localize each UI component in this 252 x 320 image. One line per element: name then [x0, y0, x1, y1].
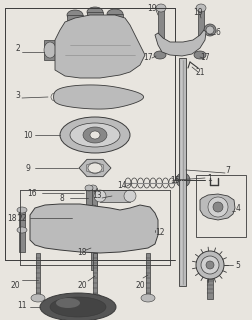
Ellipse shape: [70, 123, 120, 147]
Text: 18: 18: [7, 213, 17, 222]
Ellipse shape: [89, 205, 97, 211]
Text: 15: 15: [170, 175, 180, 185]
Bar: [87, 12, 103, 24]
Polygon shape: [55, 15, 145, 78]
Ellipse shape: [54, 214, 90, 242]
Bar: [67, 15, 83, 27]
Polygon shape: [54, 85, 144, 109]
Ellipse shape: [194, 51, 206, 59]
Bar: [196, 175, 246, 237]
Ellipse shape: [206, 261, 214, 269]
Ellipse shape: [31, 294, 45, 302]
Bar: [36, 253, 40, 298]
Ellipse shape: [70, 90, 120, 104]
Polygon shape: [79, 159, 111, 177]
Text: 17: 17: [200, 52, 210, 61]
Text: 4: 4: [236, 204, 240, 212]
Text: 20: 20: [77, 281, 87, 290]
Bar: [198, 8, 204, 38]
Ellipse shape: [204, 24, 216, 36]
Ellipse shape: [89, 245, 99, 251]
Ellipse shape: [64, 221, 80, 235]
Bar: [44, 40, 56, 60]
Ellipse shape: [88, 294, 102, 302]
Bar: [19, 210, 25, 232]
Ellipse shape: [40, 293, 116, 320]
Ellipse shape: [126, 93, 134, 101]
Bar: [91, 248, 97, 270]
Bar: [19, 230, 25, 252]
Text: 13: 13: [92, 190, 102, 199]
Ellipse shape: [51, 93, 59, 101]
Bar: [86, 188, 92, 206]
Bar: [207, 279, 213, 299]
Ellipse shape: [213, 202, 223, 212]
Text: 16: 16: [27, 188, 37, 197]
Ellipse shape: [44, 42, 56, 58]
Ellipse shape: [124, 190, 136, 202]
Bar: [179, 58, 186, 286]
Ellipse shape: [107, 9, 123, 19]
Ellipse shape: [141, 294, 155, 302]
Ellipse shape: [60, 117, 130, 153]
Polygon shape: [30, 204, 158, 253]
Ellipse shape: [196, 4, 206, 12]
Text: 17: 17: [143, 52, 153, 61]
Text: 2: 2: [16, 44, 20, 52]
Text: 3: 3: [16, 91, 20, 100]
Text: 22: 22: [17, 213, 27, 222]
Text: 19: 19: [147, 4, 157, 12]
Polygon shape: [155, 30, 206, 56]
Bar: [107, 14, 123, 26]
Ellipse shape: [83, 127, 107, 143]
Bar: [146, 253, 150, 298]
Ellipse shape: [201, 256, 219, 274]
Ellipse shape: [206, 26, 214, 34]
Ellipse shape: [56, 298, 80, 308]
Text: 11: 11: [17, 301, 27, 310]
Polygon shape: [200, 194, 235, 220]
Bar: [89, 188, 97, 208]
Ellipse shape: [87, 7, 103, 17]
Ellipse shape: [88, 163, 102, 173]
Text: 9: 9: [25, 164, 30, 172]
Ellipse shape: [50, 297, 106, 317]
Ellipse shape: [154, 51, 166, 59]
Ellipse shape: [115, 218, 135, 238]
Bar: [158, 8, 164, 38]
Ellipse shape: [17, 207, 27, 213]
Ellipse shape: [85, 185, 93, 191]
Text: 20: 20: [10, 281, 20, 290]
Ellipse shape: [90, 131, 100, 139]
Ellipse shape: [176, 173, 190, 187]
Bar: [100, 190, 130, 202]
Ellipse shape: [66, 93, 74, 101]
Bar: [72, 215, 112, 223]
Ellipse shape: [107, 212, 143, 244]
Text: 12: 12: [155, 228, 165, 236]
Ellipse shape: [111, 93, 119, 101]
Ellipse shape: [44, 206, 100, 250]
Bar: [93, 253, 97, 298]
Text: 14: 14: [117, 180, 127, 189]
Ellipse shape: [208, 197, 228, 217]
Text: 8: 8: [60, 194, 64, 203]
Text: 10: 10: [23, 131, 33, 140]
Ellipse shape: [17, 227, 27, 233]
Ellipse shape: [94, 190, 106, 202]
Ellipse shape: [156, 4, 166, 12]
Text: 18: 18: [77, 247, 87, 257]
Text: 5: 5: [236, 260, 240, 269]
Ellipse shape: [67, 10, 83, 20]
Text: 20: 20: [135, 281, 145, 290]
Text: 7: 7: [226, 165, 230, 174]
Text: 1: 1: [208, 173, 212, 182]
Text: 19: 19: [193, 7, 203, 17]
Ellipse shape: [196, 251, 224, 279]
Text: 21: 21: [195, 68, 205, 76]
Ellipse shape: [89, 185, 97, 191]
Text: 6: 6: [215, 28, 220, 36]
